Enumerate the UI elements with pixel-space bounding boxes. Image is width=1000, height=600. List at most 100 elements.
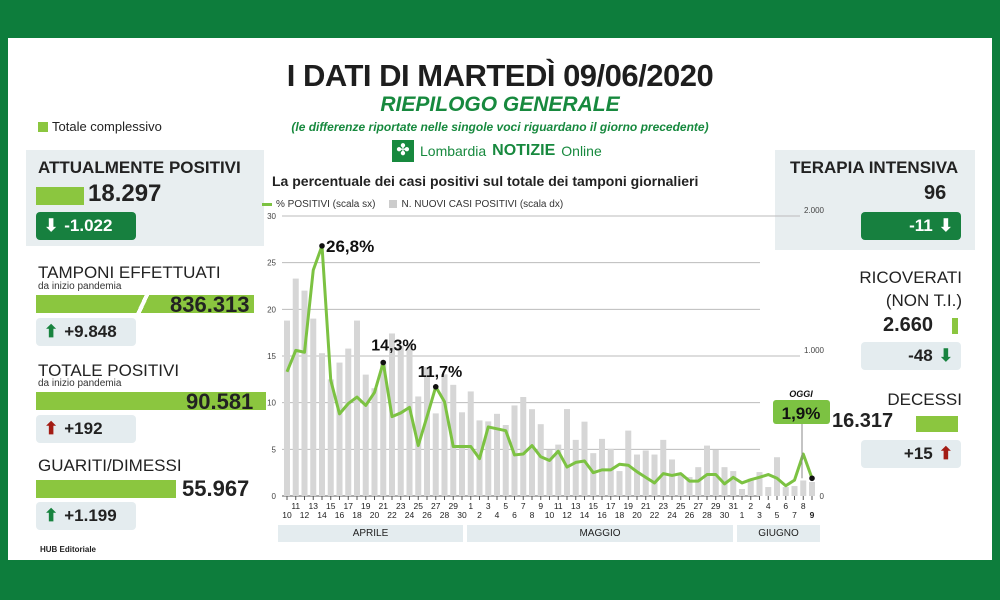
tamponi-sub: da inizio pandemia [38,281,122,292]
month-aprile: APRILE [278,525,463,542]
bar-new-cases [284,320,290,496]
delta-value: +9.848 [64,322,117,341]
x-tick-label: 24 [667,510,677,520]
terapia-label: TERAPIA INTENSIVA [790,158,959,177]
tamponi-delta: ⬆ +9.848 [36,318,136,346]
ricoverati-value: 2.660 [883,314,934,336]
ricoverati-delta: -48 ⬇ [861,342,961,370]
annotation-label: 14,3% [371,338,416,355]
tamponi-value: 836.313 [170,292,250,317]
annotation-point [380,359,387,366]
x-tick-label: 6 [783,501,788,511]
arrow-up-icon: ⬆ [44,322,59,341]
x-tick-label: 7 [792,510,797,520]
x-tick-label: 19 [624,501,634,511]
oggi-badge [773,400,830,424]
decessi-label: DECESSI [887,390,962,409]
bar-new-cases [739,489,745,496]
x-tick-label: 2 [748,501,753,511]
brand-logo: ✤ Lombardia NOTIZIE Online [392,140,602,162]
bar-new-cases [686,477,693,496]
bar-new-cases [616,471,623,496]
attualmente-positivi-value: 18.297 [88,180,162,207]
x-tick-label: 20 [632,510,642,520]
totale-positivi-sub: da inizio pandemia [38,378,122,389]
bar-new-cases [424,367,430,496]
guariti-value: 55.967 [182,476,250,501]
arrow-down-icon: ⬇ [938,346,953,365]
ricoverati-label-2: (NON T.I.) [885,291,962,310]
x-tick-label: 10 [282,510,292,520]
x-tick-label: 9 [810,510,815,520]
oggi-value: 1,9% [782,404,821,423]
legend-swatch [38,121,48,132]
x-tick-label: 17 [344,501,354,511]
chart-title: La percentuale dei casi positivi sul tot… [272,173,699,189]
legend-total: Totale complessivo [38,119,162,134]
arrow-down-icon: ⬇ [938,216,953,235]
bar-new-cases [730,471,737,496]
x-tick-label: 29 [449,501,459,511]
x-tick-label: 30 [720,510,730,520]
attualmente-positivi-label: ATTUALMENTE POSITIVI [38,158,241,177]
delta-value: +1.199 [64,506,117,525]
bar-new-cases [782,487,789,496]
bar-new-cases [677,473,684,496]
legend-item-percent: % POSITIVI (scala sx) [262,199,375,210]
x-tick-label: 23 [396,501,406,511]
bar-new-cases [494,413,500,496]
arrow-up-icon: ⬆ [938,444,953,463]
delta-value: -48 [908,346,933,365]
y-left-tick-label: 0 [272,492,277,501]
x-tick-label: 1 [468,501,473,511]
page-title: I DATI DI MARTEDÌ 09/06/2020 [286,58,714,93]
bar-new-cases [310,318,317,496]
legend-label: % POSITIVI (scala sx) [276,199,376,210]
x-tick-label: 4 [766,501,771,511]
y-right-tick-label: 0 [820,492,825,501]
month-giugno: GIUGNO [737,525,820,542]
ricoverati-label: RICOVERATI [859,268,962,287]
x-tick-label: 24 [405,510,415,520]
bar-new-cases [642,450,649,496]
delta-value: +192 [64,419,103,438]
legend-line-swatch [262,202,272,206]
bar-new-cases [704,445,710,496]
bar-new-cases [529,409,535,496]
decessi-delta: +15 ⬆ [861,440,961,468]
guariti-delta: ⬆ +1.199 [36,502,136,530]
x-tick-label: 27 [694,501,704,511]
bar-new-cases [564,409,570,496]
x-tick-label: 31 [729,501,739,511]
x-tick-label: 25 [676,501,686,511]
x-tick-label: 13 [309,501,319,511]
bar-new-cases [345,348,352,496]
annotation-label: 26,8% [326,237,374,256]
guariti-bar [36,480,176,498]
chart-legend: % POSITIVI (scala sx) N. NUOVI CASI POSI… [262,199,563,210]
credit: HUB Editoriale [40,545,97,554]
x-tick-label: 25 [414,501,424,511]
legend-label: N. NUOVI CASI POSITIVI (scala dx) [401,199,564,210]
ricoverati-bar [952,318,958,334]
x-tick-label: 20 [370,510,380,520]
x-tick-label: 16 [597,510,607,520]
bar-new-cases [572,439,579,496]
x-tick-label: 2 [477,510,482,520]
y-left-tick-label: 15 [267,352,276,361]
y-right-tick-label: 2.000 [804,206,825,215]
x-tick-label: 28 [440,510,450,520]
decessi-value: 16.317 [832,410,894,432]
x-tick-label: 12 [300,510,310,520]
x-tick-label: 16 [335,510,345,520]
x-tick-label: 14 [580,510,590,520]
bar-new-cases [520,397,527,496]
x-tick-label: 9 [538,501,543,511]
arrow-down-icon: ⬇ [44,216,59,235]
x-tick-label: 1 [740,510,745,520]
tamponi-label: TAMPONI EFFETTUATI [38,263,221,282]
bar-new-cases [292,278,299,496]
bar-new-cases [327,379,334,496]
bar-new-cases [459,412,465,496]
